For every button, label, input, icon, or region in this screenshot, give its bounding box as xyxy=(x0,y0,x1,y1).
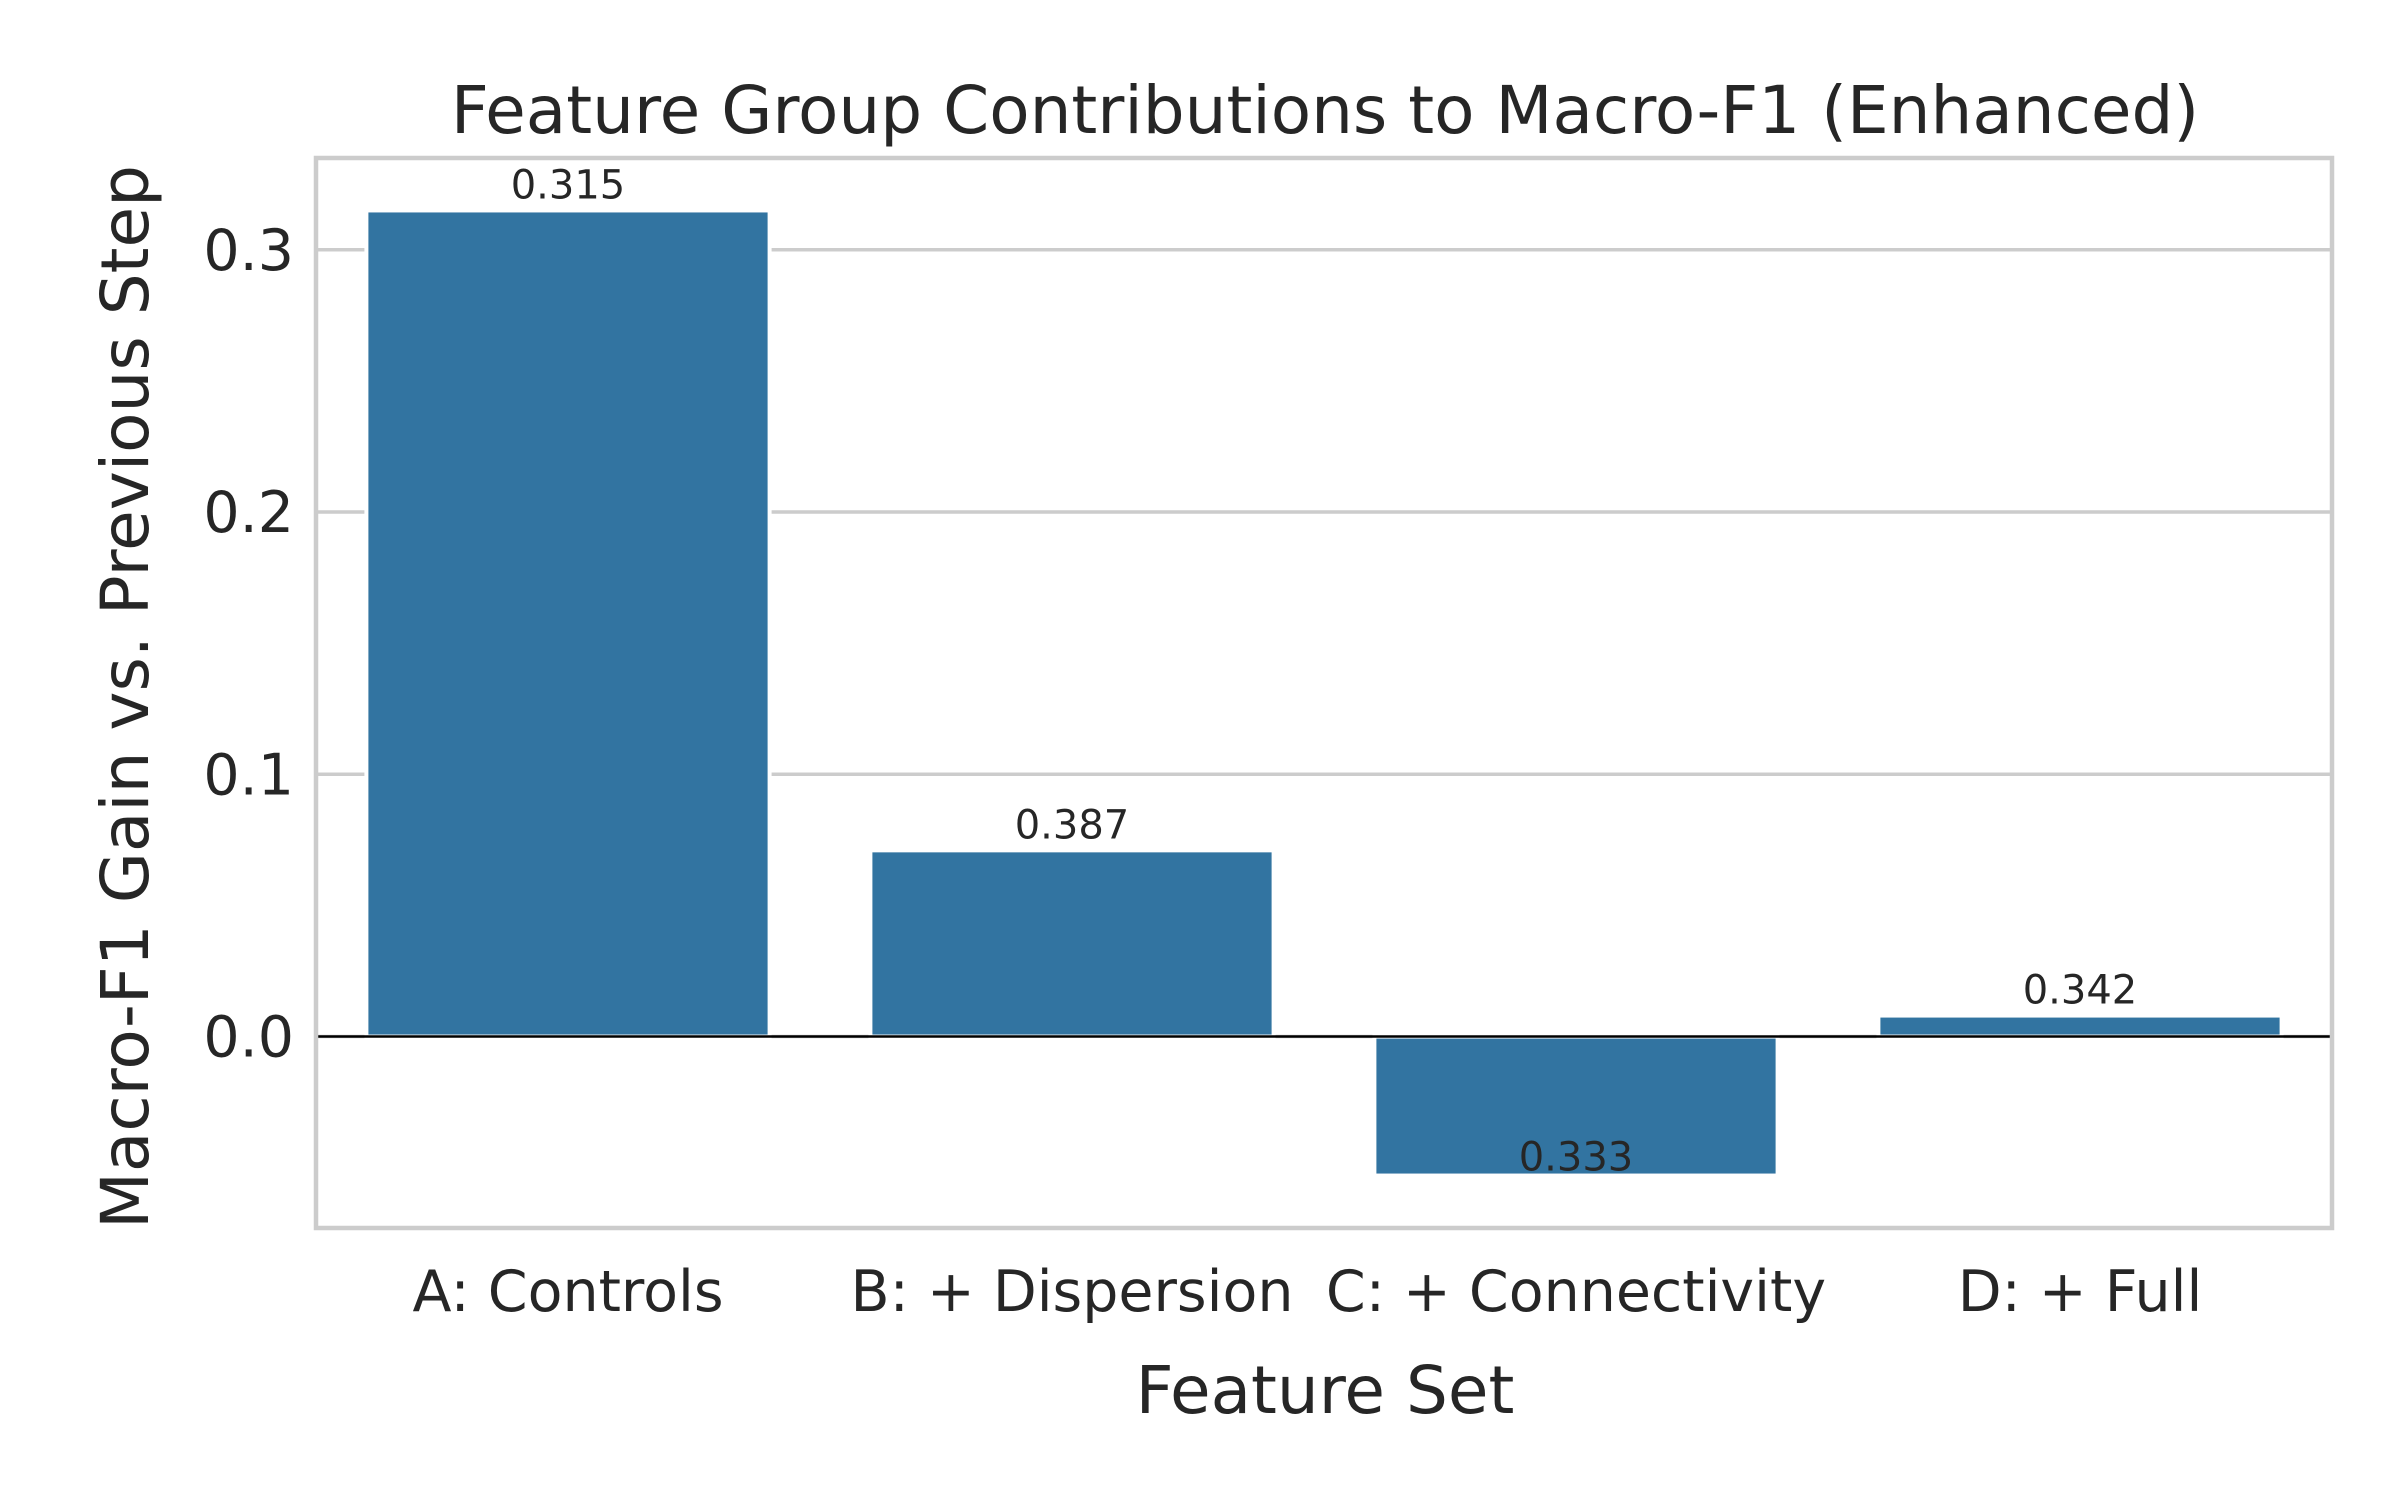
labels: Feature Group Contributions to Macro-F1 … xyxy=(87,72,2202,1429)
chart-title: Feature Group Contributions to Macro-F1 … xyxy=(451,72,2199,149)
x-tick-label: A: Controls xyxy=(412,1259,723,1325)
y-tick-label: 0.0 xyxy=(203,1005,294,1071)
bar xyxy=(1372,1034,1780,1178)
y-tick-label: 0.2 xyxy=(203,480,294,546)
x-tick-label: B: + Dispersion xyxy=(851,1259,1294,1325)
data-label: 0.333 xyxy=(1519,1135,1634,1181)
plot-frame xyxy=(313,155,2335,1231)
bars xyxy=(364,208,2284,1178)
x-axis-title: Feature Set xyxy=(1136,1352,1515,1429)
bar xyxy=(364,208,772,1039)
axes xyxy=(313,155,2335,1231)
x-tick-label: C: + Connectivity xyxy=(1326,1259,1826,1325)
data-label: 0.387 xyxy=(1015,802,1130,848)
y-tick-label: 0.3 xyxy=(203,218,294,284)
bar xyxy=(1876,1013,2284,1039)
data-label: 0.315 xyxy=(511,162,626,208)
data-label: 0.342 xyxy=(2023,968,2138,1014)
y-axis-title: Macro-F1 Gain vs. Previous Step xyxy=(87,165,164,1229)
y-tick-label: 0.1 xyxy=(203,742,294,808)
bar xyxy=(868,848,1276,1039)
x-tick-label: D: + Full xyxy=(1958,1259,2203,1325)
